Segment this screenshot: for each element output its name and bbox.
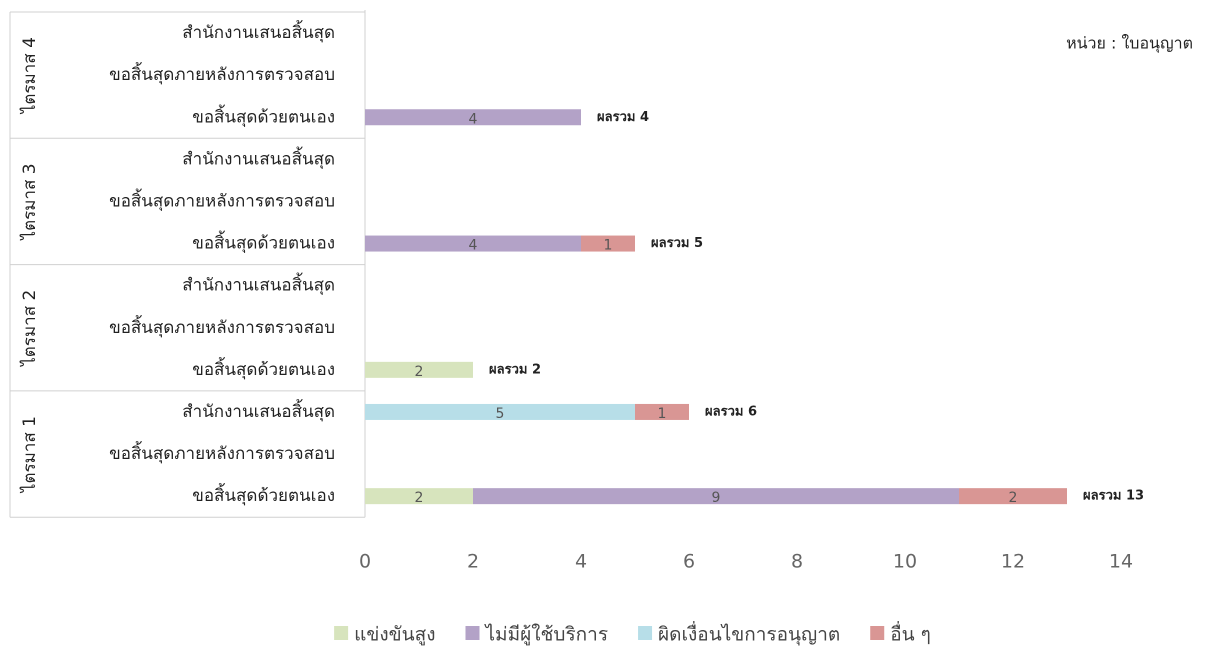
x-tick-label: 0 bbox=[359, 551, 371, 573]
data-label: 2 bbox=[415, 490, 424, 506]
total-label: ผลรวม 2 bbox=[489, 362, 541, 377]
data-label: 4 bbox=[469, 111, 478, 127]
bar-segment bbox=[365, 488, 473, 505]
x-tick-label: 12 bbox=[1001, 551, 1025, 573]
x-tick-label: 4 bbox=[575, 551, 587, 573]
group-label: ไตรมาส 2 bbox=[19, 290, 40, 368]
category-label: สำนักงานเสนอสิ้นสุด bbox=[182, 20, 335, 43]
data-label: 9 bbox=[712, 490, 721, 506]
category-label: สำนักงานเสนอสิ้นสุด bbox=[182, 273, 335, 296]
x-tick-label: 6 bbox=[683, 551, 695, 573]
group-label: ไตรมาส 1 bbox=[19, 416, 40, 494]
legend-swatch bbox=[638, 626, 653, 640]
category-label: สำนักงานเสนอสิ้นสุด bbox=[182, 399, 335, 422]
bar-segment bbox=[365, 361, 473, 378]
bar-segment bbox=[581, 235, 635, 252]
category-label: ขอสิ้นสุดด้วยตนเอง bbox=[192, 483, 335, 506]
legend-label: ผิดเงื่อนไขการอนุญาต bbox=[658, 621, 840, 647]
category-label: ขอสิ้นสุดด้วยตนเอง bbox=[192, 104, 335, 127]
bar-segment bbox=[635, 403, 689, 420]
legend-label: แข่งขันสูง bbox=[354, 624, 435, 646]
bar-segment bbox=[365, 109, 581, 126]
total-label: ผลรวม 4 bbox=[597, 110, 649, 125]
data-label: 4 bbox=[469, 238, 478, 254]
x-tick-label: 14 bbox=[1109, 551, 1133, 573]
category-label: ขอสิ้นสุดภายหลังการตรวจสอบ bbox=[109, 441, 335, 464]
bar-segment bbox=[473, 488, 959, 505]
data-label: 2 bbox=[1009, 490, 1018, 506]
total-label: ผลรวม 6 bbox=[705, 404, 757, 419]
bar-segment bbox=[959, 488, 1067, 505]
category-label: ขอสิ้นสุดภายหลังการตรวจสอบ bbox=[109, 315, 335, 338]
data-label: 1 bbox=[604, 238, 613, 254]
category-label: ขอสิ้นสุดด้วยตนเอง bbox=[192, 231, 335, 254]
total-label: ผลรวม 13 bbox=[1083, 489, 1144, 504]
legend-swatch bbox=[465, 626, 480, 640]
category-label: สำนักงานเสนอสิ้นสุด bbox=[182, 146, 335, 169]
category-label: ขอสิ้นสุดภายหลังการตรวจสอบ bbox=[109, 62, 335, 85]
data-label: 2 bbox=[415, 364, 424, 380]
legend-swatch bbox=[334, 626, 349, 640]
legend-swatch bbox=[870, 626, 885, 640]
data-label: 1 bbox=[658, 406, 667, 422]
bar-segment bbox=[365, 235, 581, 252]
group-label: ไตรมาส 3 bbox=[19, 163, 40, 241]
x-tick-label: 2 bbox=[467, 551, 479, 573]
bar-segment bbox=[365, 403, 635, 420]
unit-label: หน่วย : ใบอนุญาต bbox=[1066, 34, 1193, 54]
total-label: ผลรวม 5 bbox=[651, 236, 703, 251]
legend-label: อื่น ๆ bbox=[890, 621, 931, 646]
x-tick-label: 8 bbox=[791, 551, 803, 573]
legend-label: ไม่มีผู้ใช้บริการ bbox=[483, 624, 608, 646]
category-label: ขอสิ้นสุดด้วยตนเอง bbox=[192, 357, 335, 380]
category-label: ขอสิ้นสุดภายหลังการตรวจสอบ bbox=[109, 188, 335, 211]
group-label: ไตรมาส 4 bbox=[19, 37, 40, 115]
x-tick-label: 10 bbox=[893, 551, 917, 573]
data-label: 5 bbox=[496, 406, 505, 422]
